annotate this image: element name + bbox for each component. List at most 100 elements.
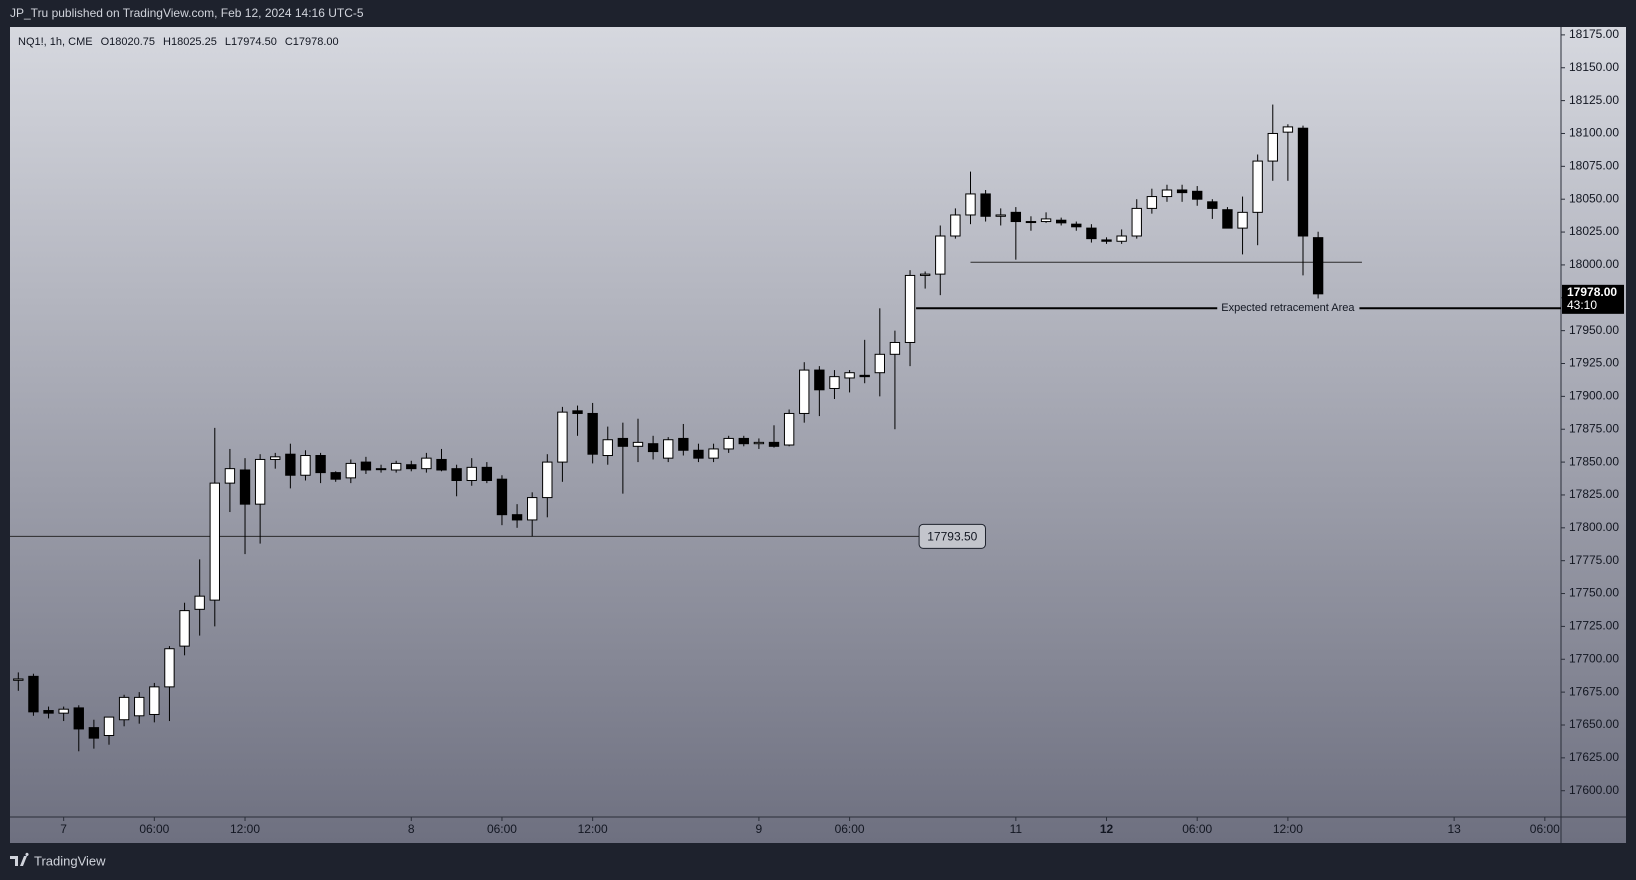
candle-body: [738, 437, 749, 445]
candle-body: [58, 708, 69, 714]
candle-body: [1101, 239, 1112, 242]
x-tick-label: 9: [756, 822, 763, 836]
y-tick-label: 17775.00: [1569, 553, 1619, 567]
candle-body: [829, 376, 840, 389]
candle-body: [602, 439, 613, 457]
legend-ohlc: L17974.50: [225, 36, 277, 48]
countdown-label: 43:10: [1567, 298, 1597, 312]
annotation-label: Expected retracement Area: [1221, 302, 1355, 314]
candle-body: [859, 374, 870, 378]
candle-body: [285, 453, 296, 476]
y-tick-label: 17650.00: [1569, 717, 1619, 731]
x-tick-label: 11: [1010, 822, 1023, 836]
candle-body: [647, 443, 659, 453]
candle-body: [678, 437, 689, 451]
candle-body: [270, 456, 281, 460]
x-tick-label: 7: [60, 822, 67, 836]
candle-body: [451, 468, 462, 481]
footer-brand: TradingView: [34, 853, 106, 868]
y-tick-label: 17950.00: [1569, 323, 1619, 337]
candle-body: [557, 411, 568, 463]
x-tick-label: 06:00: [1530, 822, 1560, 836]
candle-body: [799, 369, 810, 414]
candle-body: [375, 468, 387, 471]
y-tick-label: 17925.00: [1569, 356, 1619, 370]
candle-body: [1025, 221, 1037, 224]
y-tick-label: 17900.00: [1569, 389, 1619, 403]
candle-body: [1252, 160, 1263, 213]
tv-logo: TradingView: [10, 852, 106, 868]
header-text: JP_Tru published on TradingView.com, Feb…: [10, 6, 364, 20]
candle-body: [935, 235, 946, 275]
candle-body: [723, 437, 734, 450]
x-tick-label: 06:00: [1182, 822, 1212, 836]
candle-body: [1297, 127, 1309, 237]
candle-body: [1222, 209, 1233, 229]
candle-body: [768, 441, 780, 447]
candle-body: [693, 449, 704, 459]
x-tick-label: 12:00: [230, 822, 260, 836]
candle-body: [103, 716, 115, 737]
candle-body: [587, 412, 598, 455]
x-tick-label: 12: [1100, 822, 1114, 836]
y-tick-label: 18000.00: [1569, 257, 1619, 271]
candle-body: [360, 461, 372, 471]
candle-body: [542, 461, 553, 499]
y-tick-label: 17850.00: [1569, 454, 1619, 468]
legend-symbol: NQ1!, 1h, CME: [18, 36, 93, 48]
candle-body: [889, 341, 901, 355]
candle-body: [708, 448, 719, 459]
y-tick-label: 17875.00: [1569, 421, 1619, 435]
y-tick-label: 17700.00: [1569, 651, 1619, 665]
y-tick-label: 17800.00: [1569, 520, 1619, 534]
candle-body: [1161, 189, 1173, 198]
candle-body: [13, 678, 24, 681]
candle-body: [1312, 237, 1324, 295]
y-tick-label: 17750.00: [1569, 586, 1619, 600]
y-tick-label: 18025.00: [1569, 224, 1619, 238]
candle-body: [315, 455, 326, 474]
y-tick-label: 17825.00: [1569, 487, 1619, 501]
candle-body: [73, 707, 84, 730]
candle-body: [1055, 219, 1067, 224]
candle-body: [1086, 227, 1097, 240]
candle-body: [1040, 218, 1052, 223]
candle-body: [1146, 196, 1158, 209]
candle-body: [194, 595, 205, 610]
y-tick-label: 17600.00: [1569, 783, 1619, 797]
y-tick-label: 17675.00: [1569, 684, 1619, 698]
candle-body: [965, 193, 976, 216]
candle-body: [43, 710, 54, 714]
candle-body: [28, 675, 39, 713]
candle-body: [511, 514, 523, 521]
price-label: 17793.50: [927, 530, 977, 544]
candle-body: [1267, 132, 1278, 162]
candle-body: [1010, 211, 1022, 223]
candle-body: [406, 464, 417, 470]
candle-body: [844, 372, 855, 379]
y-tick-label: 17625.00: [1569, 750, 1619, 764]
x-tick-label: 06:00: [487, 822, 517, 836]
candle-body: [814, 369, 825, 391]
legend-ohlc: O18020.75: [101, 36, 155, 48]
y-tick-label: 18100.00: [1569, 126, 1619, 140]
candle-body: [783, 412, 795, 446]
candle-body: [239, 469, 251, 505]
candle-body: [179, 610, 190, 647]
x-tick-label: 8: [408, 822, 415, 836]
candle-body: [390, 462, 402, 471]
candle-body: [874, 353, 885, 374]
candle-body: [753, 441, 765, 445]
x-tick-label: 06:00: [835, 822, 865, 836]
candle-body: [345, 462, 357, 479]
candle-body: [149, 686, 160, 715]
candle-body: [300, 455, 311, 476]
legend-ohlc: C17978.00: [285, 36, 339, 48]
candle-body: [1192, 190, 1203, 200]
candle-body: [1282, 126, 1294, 133]
y-tick-label: 18050.00: [1569, 191, 1619, 205]
candle-body: [1116, 235, 1127, 242]
candle-body: [88, 727, 100, 739]
candle-body: [330, 472, 341, 480]
candle-body: [1071, 223, 1082, 228]
